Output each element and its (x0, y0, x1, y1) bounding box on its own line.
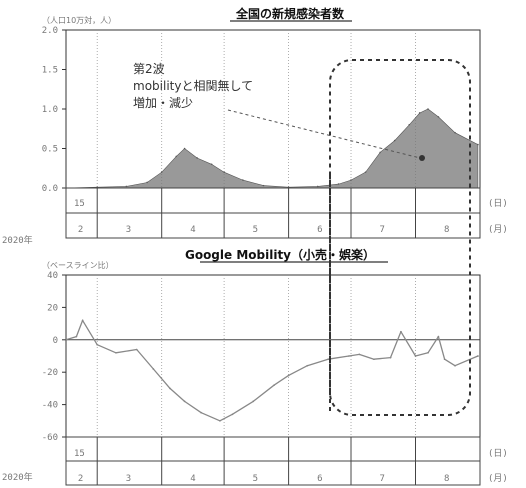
bottom-ytick-label: -60 (42, 433, 58, 443)
bottom-month-label: 4 (190, 474, 195, 484)
annotation-leader-line (227, 109, 421, 159)
bottom-chart-title: Google Mobility（小売・娯楽） (185, 247, 375, 262)
annotation-leader-dot (419, 155, 425, 161)
top-day-label: 15 (74, 199, 85, 209)
bottom-mobility-line (65, 319, 479, 422)
bottom-ytick-label: 40 (47, 271, 58, 281)
top-month-label: 3 (126, 225, 131, 235)
bottom-ytick-label: -20 (42, 368, 58, 378)
bottom-date-ticks: 15 2 3 4 5 6 7 8 (74, 449, 449, 484)
top-ytick-label: 1.5 (42, 66, 58, 76)
bottom-axis-month-unit: (月) (488, 473, 508, 484)
second-wave-highlight-box (329, 59, 471, 416)
bottom-month-label: 6 (317, 474, 322, 484)
top-month-label: 2 (78, 225, 83, 235)
top-date-ticks: 15 2 3 4 5 6 7 8 (74, 199, 449, 235)
annotation-line-3: 増加・減少 (133, 95, 193, 110)
annotation-line-2: mobilityと相関無して (133, 78, 253, 93)
top-ytick-label: 0.5 (42, 145, 58, 155)
bottom-month-label: 3 (126, 474, 131, 484)
bottom-month-label: 7 (380, 474, 385, 484)
top-chart-title: 全国の新規感染者数 (235, 6, 345, 21)
top-year-label: 2020年 (2, 234, 33, 246)
bottom-day-label: 15 (74, 449, 85, 459)
top-unit-label: （人口10万対，人） (42, 15, 116, 25)
top-month-label: 7 (380, 225, 385, 235)
annotation-line-1: 第2波 (133, 62, 165, 76)
bottom-axis-day-unit: (日) (488, 448, 508, 459)
bottom-month-label: 5 (253, 474, 258, 484)
bottom-unit-label: （ベースライン比） (42, 260, 114, 270)
top-month-label: 6 (317, 225, 322, 235)
top-ytick-label: 0.0 (42, 184, 58, 194)
top-month-label: 8 (444, 225, 449, 235)
bottom-gridlines: 40 20 0 -20 -40 -60 (42, 271, 480, 485)
bottom-month-label: 2 (78, 474, 83, 484)
top-axis-month-unit: (月) (488, 224, 508, 235)
bottom-month-label: 8 (444, 474, 449, 484)
top-infection-area (65, 108, 479, 189)
bottom-year-label: 2020年 (2, 471, 33, 483)
bottom-ytick-label: 0 (53, 336, 58, 346)
top-month-label: 5 (253, 225, 258, 235)
top-axis-day-unit: (日) (488, 198, 508, 209)
top-ytick-label: 2.0 (42, 26, 58, 36)
top-month-label: 4 (190, 225, 195, 235)
top-ytick-label: 1.0 (42, 105, 58, 115)
bottom-ytick-label: 20 (47, 303, 58, 313)
bottom-ytick-label: -40 (42, 401, 58, 411)
